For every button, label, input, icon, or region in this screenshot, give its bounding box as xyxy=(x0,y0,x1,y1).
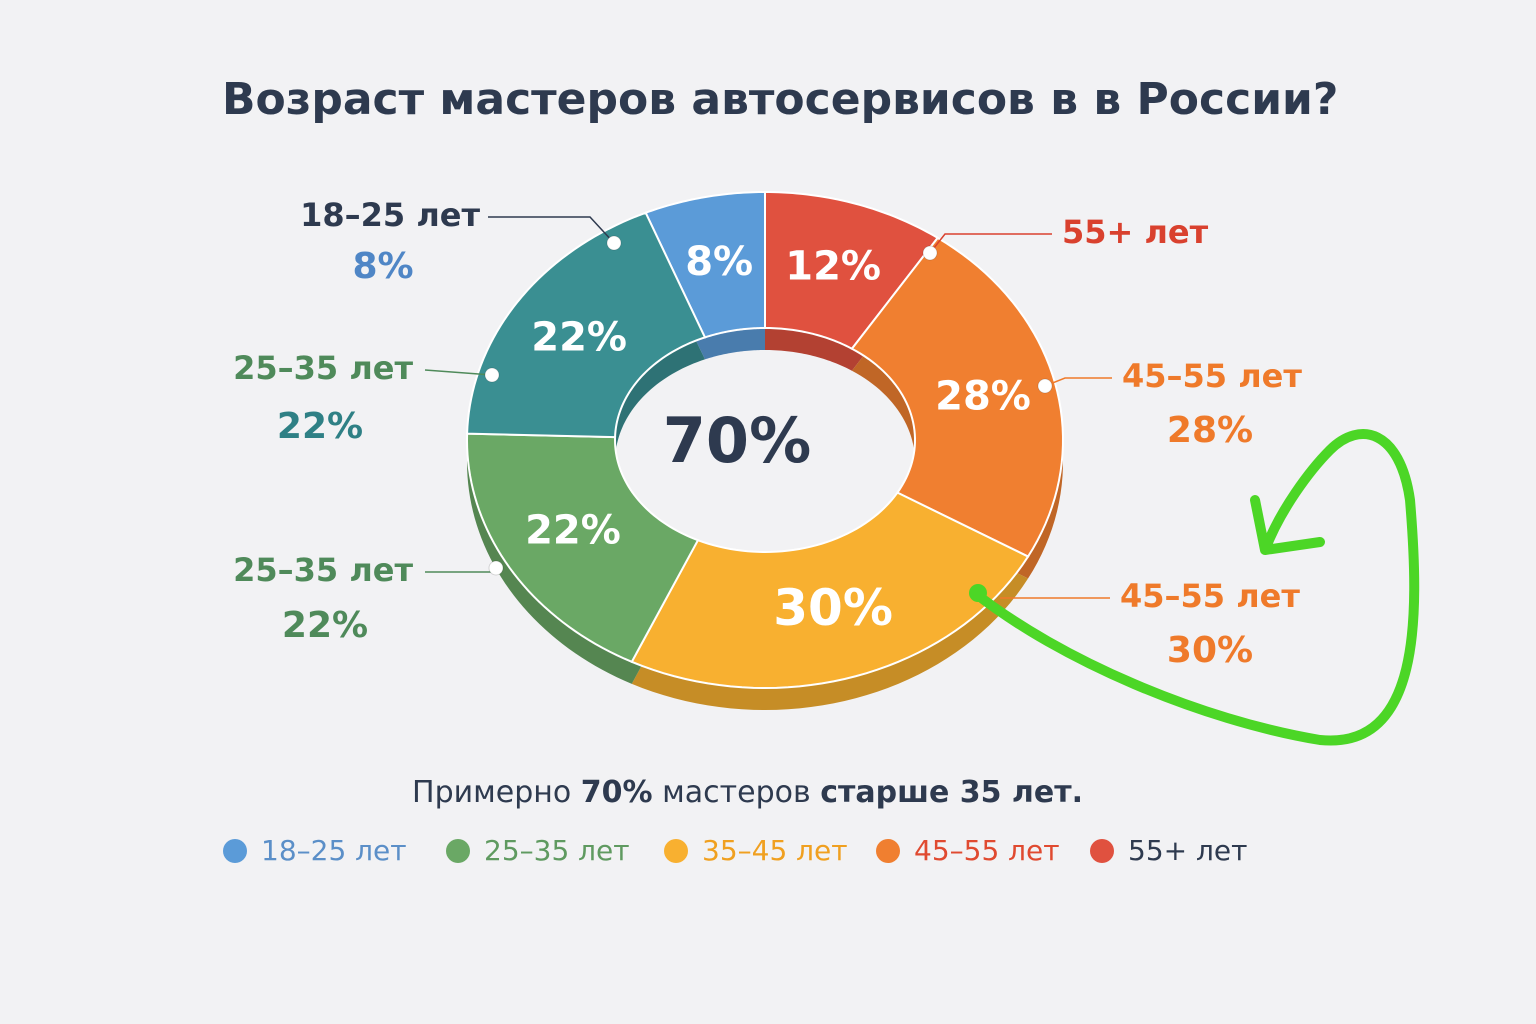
callout-name: 55+ лет xyxy=(1062,213,1209,251)
legend-marker xyxy=(664,839,688,863)
annotation-dot xyxy=(969,584,987,602)
slice-label: 8% xyxy=(685,239,753,285)
slice-label: 28% xyxy=(935,374,1031,420)
callout-value: 30% xyxy=(1167,630,1253,671)
note-text: старше 35 лет. xyxy=(820,775,1084,810)
legend-marker xyxy=(876,839,900,863)
slice-label: 12% xyxy=(785,244,881,290)
note-text: 70% xyxy=(580,775,653,810)
legend-marker xyxy=(223,839,247,863)
leader-dot xyxy=(922,245,938,261)
legend-label: 18–25 лет xyxy=(261,834,407,867)
leader-dot xyxy=(484,367,500,383)
note: Примерно 70% мастеров старше 35 лет. xyxy=(0,740,1476,810)
legend-label: 25–35 лет xyxy=(484,834,630,867)
note-text: мастеров xyxy=(652,775,821,810)
legend-label: 55+ лет xyxy=(1128,834,1247,867)
callout-name: 25–35 лет xyxy=(233,551,413,589)
slice-label: 22% xyxy=(531,315,627,361)
slice xyxy=(466,211,707,439)
callout-name: 25–35 лет xyxy=(233,349,413,387)
callout-value: 28% xyxy=(1167,410,1253,451)
chart-title: Возраст мастеров автосервисов в в России… xyxy=(222,74,1338,125)
leader-dot xyxy=(488,560,504,576)
callout-value: 22% xyxy=(282,605,368,646)
callout-name: 18–25 лет xyxy=(300,196,480,234)
callout-name: 45–55 лет xyxy=(1120,577,1300,615)
leader-line xyxy=(488,216,615,244)
leader-dot xyxy=(1037,378,1053,394)
annotation-arrow xyxy=(970,429,1420,746)
leader-line xyxy=(1044,377,1112,387)
callout-value: 22% xyxy=(277,406,363,447)
leader-line xyxy=(929,233,1052,254)
callout-value: 8% xyxy=(352,246,413,287)
note-text: Примерно xyxy=(412,775,581,810)
leader-line xyxy=(425,568,497,573)
legend-label: 45–55 лет xyxy=(914,834,1060,867)
slice-label: 22% xyxy=(525,508,621,554)
legend-label: 35–45 лет xyxy=(702,834,848,867)
slice-label: 30% xyxy=(773,579,893,637)
legend-marker xyxy=(1090,839,1114,863)
leader-line xyxy=(424,369,493,376)
leader-dot xyxy=(606,235,622,251)
callout-name: 45–55 лет xyxy=(1122,357,1302,395)
center-label: 70% xyxy=(663,404,811,477)
legend-marker xyxy=(446,839,470,863)
